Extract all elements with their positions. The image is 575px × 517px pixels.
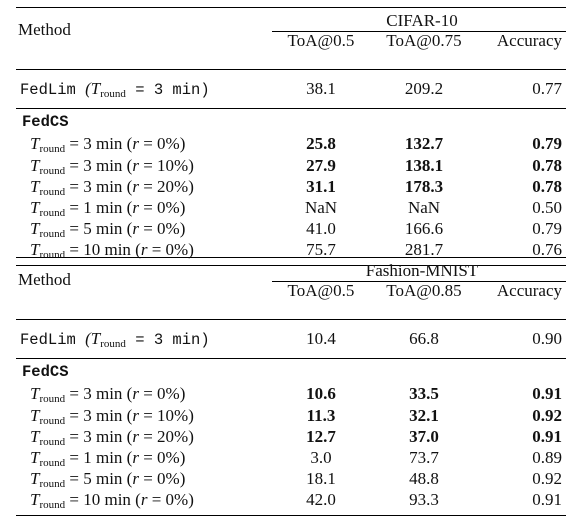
table-cell: 3.0 xyxy=(310,447,332,467)
table-cell: 42.0 xyxy=(306,490,336,510)
col-header: Accuracy xyxy=(496,31,562,50)
method-header: Method xyxy=(18,20,71,39)
table-row: Tround = 3 min (r = 0%) 25.8 132.7 0.79 xyxy=(16,133,566,155)
table-cell: 0.77 xyxy=(532,79,562,98)
table-cell: 0.91 xyxy=(532,426,562,446)
dataset-header: Fashion-MNIST xyxy=(365,261,479,280)
table-header: Method CIFAR-10 ToA@0.5 ToA@0.75 Accurac… xyxy=(16,8,566,50)
table-cell: 33.5 xyxy=(409,384,439,404)
table-cell: 31.1 xyxy=(306,176,336,196)
table-cell: 0.79 xyxy=(532,219,562,239)
header-rule xyxy=(16,69,566,70)
baseline-method: FedLim (Tround = 3 min) xyxy=(20,79,210,100)
table-cell: 0.76 xyxy=(532,240,562,260)
table-row: FedLim (Tround = 3 min) 38.1 209.2 0.77 xyxy=(16,78,566,100)
table-row: Tround = 10 min (r = 0%) 75.7 281.7 0.76 xyxy=(16,239,566,261)
table-cell: 0.92 xyxy=(532,405,562,425)
row-setting: Tround = 3 min (r = 0%) xyxy=(30,384,186,406)
row-setting: Tround = 3 min (r = 10%) xyxy=(30,405,194,427)
table-cell: 18.1 xyxy=(306,469,336,489)
row-setting: Tround = 10 min (r = 0%) xyxy=(30,240,194,262)
table-cell: 75.7 xyxy=(306,240,336,260)
row-setting: Tround = 1 min (r = 0%) xyxy=(30,197,186,219)
table-row: Tround = 5 min (r = 0%) 18.1 48.8 0.92 xyxy=(16,468,566,490)
row-setting: Tround = 3 min (r = 0%) xyxy=(30,134,186,156)
group-rule xyxy=(16,358,566,360)
dataset-underline xyxy=(272,281,566,282)
table-cell: 0.91 xyxy=(532,384,562,404)
table-cell: 12.7 xyxy=(306,426,336,446)
table-cell: NaN xyxy=(407,197,441,217)
table-row: Tround = 5 min (r = 0%) 41.0 166.6 0.79 xyxy=(16,218,566,240)
table-row: Tround = 3 min (r = 20%) 31.1 178.3 0.78 xyxy=(16,176,566,198)
table-row: Tround = 10 min (r = 0%) 42.0 93.3 0.91 xyxy=(16,489,566,511)
table-cell: 41.0 xyxy=(306,219,336,239)
row-setting: Tround = 3 min (r = 20%) xyxy=(30,176,194,198)
row-setting: Tround = 5 min (r = 0%) xyxy=(30,219,186,241)
table-cell: 25.8 xyxy=(306,134,336,154)
baseline-method: FedLim (Tround = 3 min) xyxy=(20,329,210,350)
table-row: Tround = 3 min (r = 10%) 11.3 32.1 0.92 xyxy=(16,405,566,427)
table-row: Tround = 3 min (r = 10%) 27.9 138.1 0.78 xyxy=(16,155,566,177)
group-title: FedCS xyxy=(22,113,69,132)
group-title-row: FedCS xyxy=(16,112,566,133)
table-row: Tround = 1 min (r = 0%) NaN NaN 0.50 xyxy=(16,197,566,219)
table-cell: 209.2 xyxy=(404,79,444,98)
table-cell: 0.78 xyxy=(532,155,562,175)
method-header: Method xyxy=(18,270,71,289)
col-header: ToA@0.5 xyxy=(287,31,355,50)
table-cell: 27.9 xyxy=(306,155,336,175)
table-row: Tround = 1 min (r = 0%) 3.0 73.7 0.89 xyxy=(16,447,566,469)
table-cell: 281.7 xyxy=(404,240,444,260)
table-cell: 0.90 xyxy=(532,329,562,348)
col-header: ToA@0.85 xyxy=(386,281,462,300)
dataset-underline xyxy=(272,31,566,32)
table-cell: 132.7 xyxy=(404,134,444,154)
table-cell: 0.79 xyxy=(532,134,562,154)
results-table-cifar10: Method CIFAR-10 ToA@0.5 ToA@0.75 Accurac… xyxy=(16,7,566,266)
table-cell: 11.3 xyxy=(306,405,336,425)
dataset-header: CIFAR-10 xyxy=(386,11,458,30)
table-cell: NaN xyxy=(304,197,338,217)
table-cell: 0.89 xyxy=(532,447,562,467)
table-cell: 0.91 xyxy=(532,490,562,510)
table-cell: 10.4 xyxy=(306,329,336,348)
col-header: ToA@0.5 xyxy=(287,281,355,300)
bottom-rule xyxy=(16,264,566,266)
top-rule xyxy=(16,7,566,8)
table-cell: 93.3 xyxy=(409,490,439,510)
col-header: Accuracy xyxy=(496,281,562,300)
table-cell: 166.6 xyxy=(404,219,444,239)
table-row: Tround = 3 min (r = 0%) 10.6 33.5 0.91 xyxy=(16,383,566,405)
table-cell: 10.6 xyxy=(306,384,336,404)
table-cell: 178.3 xyxy=(404,176,444,196)
table-row: FedLim (Tround = 3 min) 10.4 66.8 0.90 xyxy=(16,328,566,350)
table-cell: 0.92 xyxy=(532,469,562,489)
table-header: Method Fashion-MNIST ToA@0.5 ToA@0.85 Ac… xyxy=(16,258,566,300)
results-table-fashion-mnist: Method Fashion-MNIST ToA@0.5 ToA@0.85 Ac… xyxy=(16,257,566,516)
row-setting: Tround = 5 min (r = 0%) xyxy=(30,469,186,491)
table-cell: 37.0 xyxy=(409,426,439,446)
table-cell: 0.78 xyxy=(532,176,562,196)
table-cell: 0.50 xyxy=(532,197,562,217)
row-setting: Tround = 3 min (r = 20%) xyxy=(30,426,194,448)
table-cell: 48.8 xyxy=(409,469,439,489)
row-setting: Tround = 3 min (r = 10%) xyxy=(30,155,194,177)
table-row: Tround = 3 min (r = 20%) 12.7 37.0 0.91 xyxy=(16,426,566,448)
col-header: ToA@0.75 xyxy=(386,31,462,50)
group-title-row: FedCS xyxy=(16,362,566,383)
table-cell: 38.1 xyxy=(306,79,336,98)
group-rule xyxy=(16,108,566,110)
table-cell: 32.1 xyxy=(409,405,439,425)
group-title: FedCS xyxy=(22,363,69,382)
table-cell: 66.8 xyxy=(409,329,439,348)
table-cell: 73.7 xyxy=(409,447,439,467)
table-cell: 138.1 xyxy=(404,155,444,175)
row-setting: Tround = 1 min (r = 0%) xyxy=(30,447,186,469)
top-rule xyxy=(16,257,566,258)
row-setting: Tround = 10 min (r = 0%) xyxy=(30,490,194,512)
header-rule xyxy=(16,319,566,320)
